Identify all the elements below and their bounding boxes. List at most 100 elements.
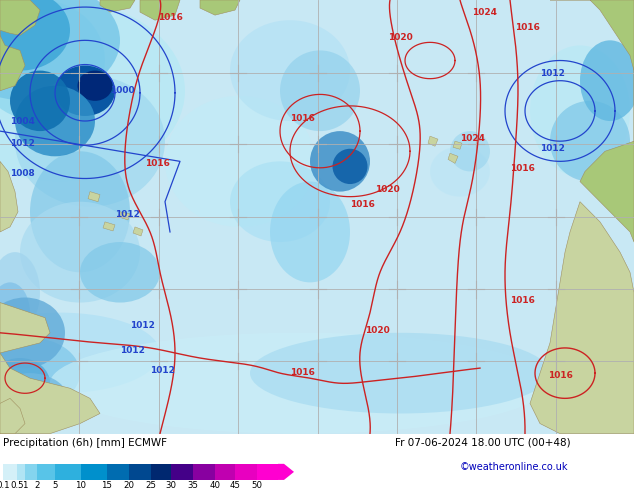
Polygon shape [100,0,135,12]
Polygon shape [0,353,100,434]
Text: 1020: 1020 [375,185,400,194]
Text: 1016: 1016 [290,368,315,377]
Polygon shape [0,302,50,353]
Text: 1020: 1020 [365,326,390,335]
Polygon shape [0,0,25,91]
Ellipse shape [250,333,550,414]
Ellipse shape [0,0,70,71]
Text: Precipitation (6h) [mm] ECMWF: Precipitation (6h) [mm] ECMWF [3,438,167,448]
Text: 1012: 1012 [150,366,175,375]
Ellipse shape [0,393,45,434]
Ellipse shape [77,71,112,101]
FancyArrow shape [278,464,294,480]
Ellipse shape [15,75,165,207]
Text: 10: 10 [75,482,86,490]
Text: 1016: 1016 [510,295,535,305]
Polygon shape [0,161,18,232]
Bar [257,464,278,480]
Text: 1000: 1000 [110,86,134,95]
Ellipse shape [0,313,160,393]
Polygon shape [453,141,462,149]
Ellipse shape [80,242,160,302]
Polygon shape [118,212,130,220]
Polygon shape [530,202,634,434]
Polygon shape [88,192,100,202]
Bar [129,464,151,480]
Ellipse shape [15,86,95,156]
Bar [107,464,129,480]
Bar [3,464,17,480]
Ellipse shape [10,71,70,131]
Polygon shape [140,0,180,20]
Text: 1012: 1012 [540,144,565,153]
Text: 1020: 1020 [388,33,413,42]
Ellipse shape [332,149,368,184]
Text: 1016: 1016 [158,13,183,22]
Ellipse shape [550,101,630,181]
Ellipse shape [450,131,490,172]
Ellipse shape [55,66,115,116]
Ellipse shape [0,338,80,409]
Polygon shape [428,136,438,146]
Ellipse shape [20,202,140,302]
Text: 1012: 1012 [120,346,145,355]
Text: 35: 35 [188,482,198,490]
Text: 1016: 1016 [290,114,315,123]
Text: 1: 1 [22,482,28,490]
Text: 0.5: 0.5 [10,482,24,490]
Ellipse shape [230,161,330,242]
Ellipse shape [50,333,550,434]
Text: 5: 5 [52,482,58,490]
Ellipse shape [310,131,370,192]
Bar [171,464,193,480]
Text: 15: 15 [101,482,112,490]
Bar [215,464,235,480]
Ellipse shape [430,146,490,196]
Text: 0.1: 0.1 [0,482,10,490]
Ellipse shape [0,0,185,181]
Polygon shape [0,398,25,434]
Text: 1008: 1008 [10,169,35,178]
Text: 30: 30 [165,482,176,490]
Ellipse shape [0,0,105,121]
Text: 1024: 1024 [460,134,485,143]
Bar [37,464,55,480]
Bar [17,464,25,480]
Ellipse shape [0,373,70,434]
Text: 1016: 1016 [548,371,573,380]
Polygon shape [200,0,240,15]
Ellipse shape [0,358,50,409]
Ellipse shape [580,40,634,121]
Ellipse shape [0,282,30,343]
Text: 1012: 1012 [115,210,140,219]
Polygon shape [550,0,634,242]
Text: 1016: 1016 [510,165,535,173]
Bar [25,464,37,480]
Ellipse shape [270,181,350,282]
Polygon shape [133,227,143,236]
Text: 20: 20 [124,482,134,490]
Ellipse shape [230,20,350,121]
Polygon shape [0,0,40,35]
Text: 1016: 1016 [145,159,170,169]
Polygon shape [448,153,458,163]
Ellipse shape [30,151,130,272]
Text: 1012: 1012 [10,139,35,148]
Bar [151,464,171,480]
Ellipse shape [0,297,65,368]
Ellipse shape [0,0,120,101]
Text: 1004: 1004 [10,117,35,125]
Bar [55,464,81,480]
Text: 1024: 1024 [472,8,497,17]
Text: 45: 45 [230,482,240,490]
Text: 1012: 1012 [130,321,155,330]
Text: 1016: 1016 [350,200,375,209]
Ellipse shape [280,50,360,131]
Bar [81,464,107,480]
Bar [235,464,257,480]
Text: 1012: 1012 [540,69,565,77]
Text: 25: 25 [145,482,157,490]
Text: 50: 50 [252,482,262,490]
Ellipse shape [530,46,630,176]
Ellipse shape [165,96,315,227]
